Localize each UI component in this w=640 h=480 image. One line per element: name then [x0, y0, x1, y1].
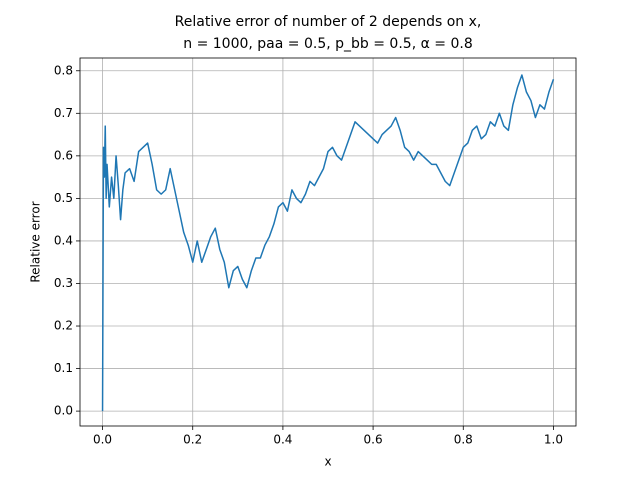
y-tick-label: 0.5 — [54, 191, 73, 205]
y-tick-label: 0.7 — [54, 106, 73, 120]
y-tick-label: 0.8 — [54, 63, 73, 77]
y-tick-label: 0.2 — [54, 319, 73, 333]
x-axis-label: x — [324, 455, 331, 469]
y-axis-label: Relative error — [29, 201, 43, 282]
x-tick-label: 0.8 — [454, 433, 473, 447]
chart-subtitle: n = 1000, paa = 0.5, p_bb = 0.5, α = 0.8 — [183, 36, 472, 52]
x-tick-label: 0.4 — [273, 433, 292, 447]
plot-frame — [79, 57, 577, 427]
chart-title: Relative error of number of 2 depends on… — [175, 14, 482, 30]
x-tick-label: 0.6 — [364, 433, 383, 447]
y-tick-label: 0.0 — [54, 404, 73, 418]
x-tick-label: 1.0 — [544, 433, 563, 447]
x-tick-label: 0.2 — [183, 433, 202, 447]
data-line — [101, 74, 555, 412]
y-tick-label: 0.6 — [54, 148, 73, 162]
x-tick-label: 0.0 — [93, 433, 112, 447]
y-tick-label: 0.3 — [54, 276, 73, 290]
y-tick-label: 0.1 — [54, 361, 73, 375]
y-tick-label: 0.4 — [54, 233, 73, 247]
